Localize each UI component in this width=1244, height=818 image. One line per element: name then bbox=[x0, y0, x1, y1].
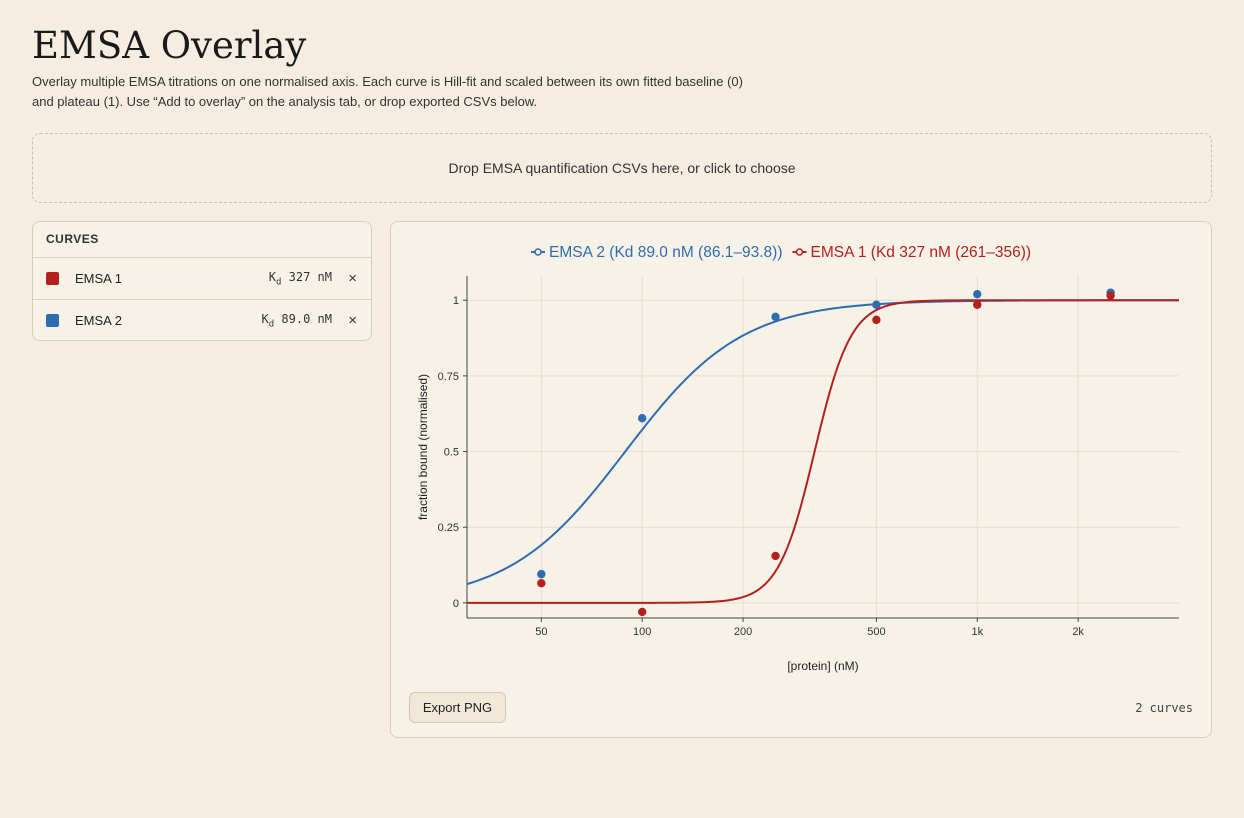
x-tick-label: 100 bbox=[633, 626, 651, 638]
kd-value: 327 nM bbox=[288, 269, 332, 284]
curve-kd: Kd 89.0 nM bbox=[262, 312, 332, 329]
legend-entry: EMSA 1 (Kd 327 nM (261–356)) bbox=[810, 244, 1031, 261]
x-tick-label: 1k bbox=[971, 626, 983, 638]
x-tick-label: 200 bbox=[734, 626, 752, 638]
dropzone-label: Drop EMSA quantification CSVs here, or c… bbox=[448, 160, 796, 176]
y-tick-label: 0 bbox=[453, 598, 459, 610]
x-axis-label: [protein] (nM) bbox=[787, 659, 858, 673]
data-point-series-1 bbox=[872, 300, 881, 309]
data-point-series-2 bbox=[537, 578, 546, 588]
chart-panel: 50 100 200 500 1k 2k 0 0.25 0.5 0.75 1 [protein] (n… bbox=[390, 221, 1212, 738]
curves-header: CURVES bbox=[33, 222, 371, 258]
curve-kd: Kd 327 nM bbox=[269, 270, 332, 287]
page-description: Overlay multiple EMSA titrations on one … bbox=[32, 74, 743, 109]
data-point-series-2 bbox=[872, 315, 881, 325]
kd-subscript: d bbox=[275, 277, 282, 288]
curve-row-emsa-2: EMSA 2 Kd 89.0 nM × bbox=[33, 300, 371, 340]
curve-name: EMSA 1 bbox=[75, 271, 122, 286]
curves-panel: CURVES EMSA 1 Kd 327 nM × EMSA 2 Kd 89.0… bbox=[32, 221, 372, 341]
csv-dropzone[interactable]: Drop EMSA quantification CSVs here, or c… bbox=[32, 133, 1212, 203]
y-tick-label: 0.25 bbox=[438, 522, 459, 534]
legend-marker bbox=[534, 248, 542, 256]
data-point-series-1 bbox=[973, 289, 982, 299]
export-png-button[interactable]: Export PNG bbox=[409, 692, 506, 723]
curve-color-swatch bbox=[46, 272, 59, 285]
remove-curve-button[interactable]: × bbox=[348, 312, 357, 329]
data-point-series-2 bbox=[973, 300, 982, 309]
remove-curve-button[interactable]: × bbox=[348, 270, 357, 287]
data-point-series-2 bbox=[771, 551, 780, 561]
curve-count: 2 curves bbox=[1135, 701, 1193, 715]
data-point-series-2 bbox=[1106, 291, 1115, 300]
data-point-series-1 bbox=[638, 414, 647, 423]
y-tick-label: 1 bbox=[453, 295, 459, 307]
page-title: EMSA Overlay bbox=[32, 24, 307, 67]
kd-symbol: K bbox=[268, 269, 276, 284]
fit-curve-series-2 bbox=[467, 299, 1179, 604]
y-tick-label: 0.5 bbox=[444, 447, 459, 459]
data-point-series-2 bbox=[638, 607, 647, 617]
curve-row-emsa-1: EMSA 1 Kd 327 nM × bbox=[33, 258, 371, 300]
y-tick-label: 0.75 bbox=[438, 371, 459, 383]
x-tick-label: 500 bbox=[867, 626, 885, 638]
kd-subscript: d bbox=[268, 319, 275, 330]
data-point-series-1 bbox=[537, 569, 546, 579]
x-tick-label: 50 bbox=[535, 626, 547, 638]
curve-color-swatch bbox=[46, 314, 59, 327]
curve-name: EMSA 2 bbox=[75, 313, 122, 328]
data-point-series-1 bbox=[771, 312, 780, 322]
kd-symbol: K bbox=[261, 311, 269, 326]
overlay-chart: 50 100 200 500 1k 2k 0 0.25 0.5 0.75 1 [protein] (n… bbox=[416, 244, 1180, 673]
legend-entry: EMSA 2 (Kd 89.0 nM (86.1–93.8)) bbox=[549, 244, 782, 261]
legend-marker bbox=[795, 248, 804, 256]
y-axis-label: fraction bound (normalised) bbox=[416, 374, 430, 520]
fit-curve-series-1 bbox=[466, 299, 1180, 586]
x-tick-label: 2k bbox=[1072, 626, 1084, 638]
kd-value: 89.0 nM bbox=[281, 311, 332, 326]
